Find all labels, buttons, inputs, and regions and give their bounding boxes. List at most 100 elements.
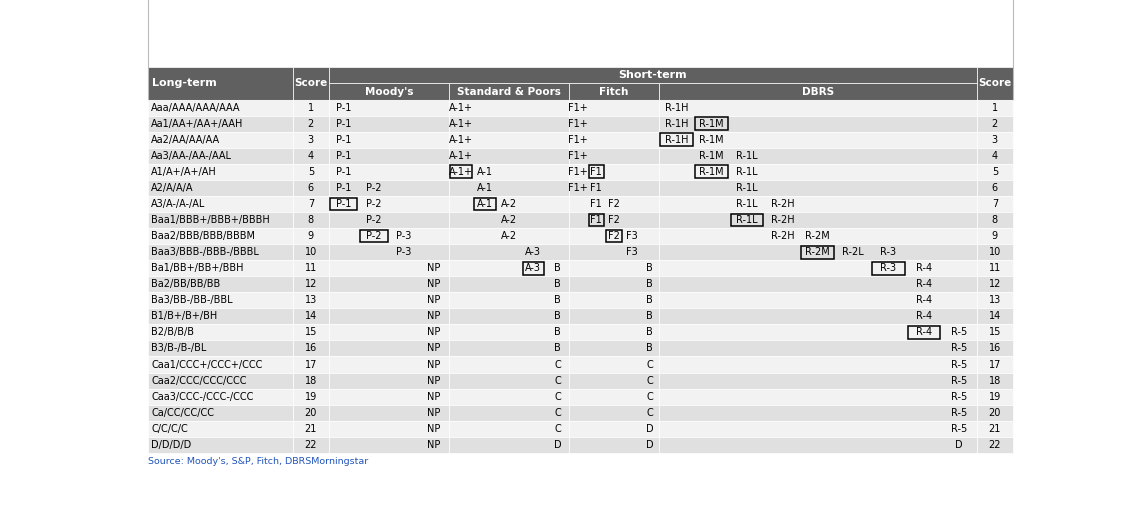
Text: 10: 10 <box>988 247 1001 257</box>
Bar <box>659 100 977 116</box>
Text: 3: 3 <box>992 135 998 145</box>
Text: R-1H: R-1H <box>664 102 688 112</box>
Bar <box>659 212 977 228</box>
Text: Baa2/BBB/BBB/BBBM: Baa2/BBB/BBB/BBBM <box>152 231 255 241</box>
Text: D/D/D/D: D/D/D/D <box>152 440 191 450</box>
Bar <box>659 356 977 373</box>
Text: NP: NP <box>427 392 440 402</box>
Bar <box>328 421 449 437</box>
Bar <box>328 437 449 453</box>
Bar <box>293 389 328 404</box>
Bar <box>293 308 328 324</box>
Bar <box>293 293 328 308</box>
Text: R-5: R-5 <box>951 343 968 353</box>
Bar <box>569 116 659 131</box>
Bar <box>449 131 569 148</box>
Text: R-5: R-5 <box>951 392 968 402</box>
Text: 15: 15 <box>988 327 1001 337</box>
Bar <box>147 373 293 389</box>
Text: 20: 20 <box>988 408 1001 418</box>
Text: F1: F1 <box>590 199 602 209</box>
Text: F1+: F1+ <box>568 151 589 161</box>
Bar <box>293 180 328 196</box>
Bar <box>569 131 659 148</box>
Text: NP: NP <box>427 424 440 434</box>
Bar <box>659 276 977 293</box>
Text: R-1L: R-1L <box>736 215 757 225</box>
Bar <box>293 212 328 228</box>
Text: P-1: P-1 <box>336 167 351 177</box>
Bar <box>569 356 659 373</box>
Bar <box>293 421 328 437</box>
Bar <box>569 228 659 244</box>
Bar <box>293 276 328 293</box>
Text: R-2M: R-2M <box>806 231 830 241</box>
Bar <box>659 373 977 389</box>
Text: 12: 12 <box>305 279 317 289</box>
Bar <box>449 324 569 341</box>
Bar <box>328 324 449 341</box>
Text: C: C <box>554 424 560 434</box>
Text: 11: 11 <box>305 263 317 273</box>
Bar <box>977 324 1013 341</box>
Text: P-3: P-3 <box>396 247 412 257</box>
Bar <box>977 293 1013 308</box>
Bar <box>449 100 569 116</box>
Bar <box>293 341 328 356</box>
Bar <box>659 341 977 356</box>
Text: B: B <box>646 295 653 305</box>
Bar <box>977 228 1013 244</box>
Bar <box>977 131 1013 148</box>
Bar <box>659 260 977 276</box>
Bar <box>977 373 1013 389</box>
Bar <box>293 437 328 453</box>
Text: P-1: P-1 <box>336 135 351 145</box>
Text: Long-term: Long-term <box>152 79 216 89</box>
Bar <box>449 244 569 260</box>
Bar <box>328 212 449 228</box>
Bar <box>569 437 659 453</box>
Bar <box>293 196 328 212</box>
Text: C: C <box>646 360 653 370</box>
Bar <box>977 196 1013 212</box>
Bar <box>977 404 1013 421</box>
Text: F2: F2 <box>608 199 620 209</box>
Bar <box>449 228 569 244</box>
Bar <box>659 116 977 131</box>
Text: B3/B-/B-/BL: B3/B-/B-/BL <box>152 343 206 353</box>
Bar <box>589 165 603 178</box>
Text: A-2: A-2 <box>501 215 517 225</box>
Bar <box>449 404 569 421</box>
Text: Caa3/CCC-/CCC-/CCC: Caa3/CCC-/CCC-/CCC <box>152 392 254 402</box>
Bar <box>660 133 693 146</box>
Bar <box>293 404 328 421</box>
Text: 20: 20 <box>305 408 317 418</box>
Bar <box>293 68 328 100</box>
Text: C: C <box>554 360 560 370</box>
Text: Moody's: Moody's <box>365 87 413 97</box>
Bar <box>569 244 659 260</box>
Bar <box>331 197 358 210</box>
Text: NP: NP <box>427 295 440 305</box>
Bar <box>328 260 449 276</box>
Text: Standard & Poors: Standard & Poors <box>457 87 561 97</box>
Bar <box>293 244 328 260</box>
Bar <box>659 228 977 244</box>
Text: Source: Moody's, S&P, Fitch, DBRSMorningstar: Source: Moody's, S&P, Fitch, DBRSMorning… <box>147 457 368 466</box>
Text: R-4: R-4 <box>916 312 932 322</box>
Text: R-2H: R-2H <box>771 231 795 241</box>
Text: 16: 16 <box>988 343 1001 353</box>
Bar <box>328 404 449 421</box>
Bar <box>147 404 293 421</box>
Text: A-1+: A-1+ <box>449 119 473 129</box>
Text: R-4: R-4 <box>916 279 932 289</box>
Text: 19: 19 <box>988 392 1001 402</box>
Bar <box>474 197 496 210</box>
Text: Caa1/CCC+/CCC+/CCC: Caa1/CCC+/CCC+/CCC <box>152 360 263 370</box>
Bar <box>449 356 569 373</box>
Bar <box>293 116 328 131</box>
Bar <box>449 148 569 164</box>
Bar <box>147 180 293 196</box>
Text: F1: F1 <box>590 183 602 193</box>
Bar <box>328 180 449 196</box>
